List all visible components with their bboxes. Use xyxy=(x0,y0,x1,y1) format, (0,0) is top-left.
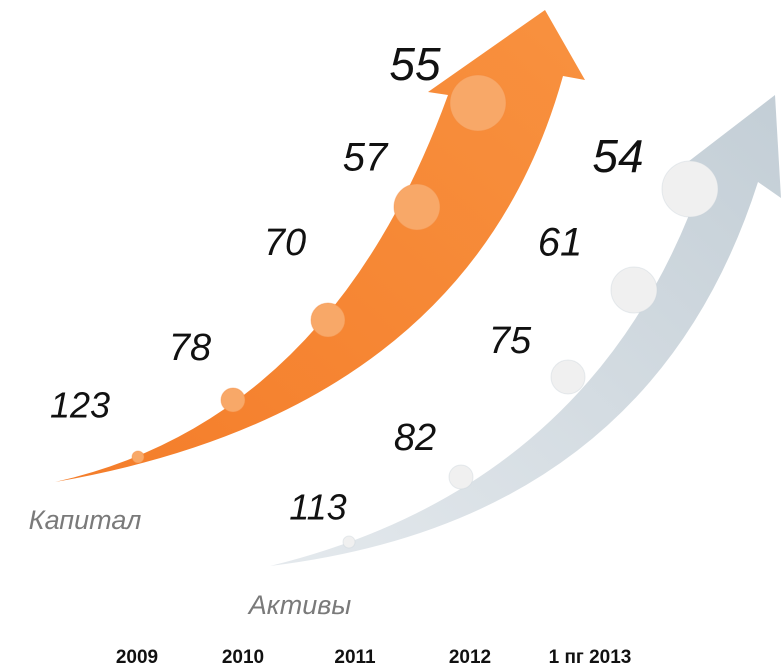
dot xyxy=(393,183,441,231)
dot xyxy=(449,74,507,132)
arrow xyxy=(55,10,585,482)
x-tick-label: 2012 xyxy=(449,647,491,668)
value-label: 123 xyxy=(50,385,110,426)
dot xyxy=(610,266,658,314)
x-tick-label: 2011 xyxy=(334,647,376,668)
value-label: 55 xyxy=(389,38,441,90)
series-name: Активы xyxy=(247,590,352,620)
dot xyxy=(550,359,586,395)
dot xyxy=(220,387,246,413)
value-label: 113 xyxy=(289,487,346,528)
x-tick-label: 2009 xyxy=(116,647,158,668)
value-label: 82 xyxy=(394,417,436,459)
dot xyxy=(131,450,145,464)
dot xyxy=(448,464,474,490)
value-label: 57 xyxy=(343,136,389,180)
value-label: 70 xyxy=(264,222,306,264)
dot xyxy=(342,535,356,549)
dot xyxy=(661,160,719,218)
value-label: 54 xyxy=(592,130,643,182)
value-label: 75 xyxy=(489,320,532,362)
value-label: 61 xyxy=(538,221,583,265)
x-tick-label: 1 пг 2013 xyxy=(549,647,632,668)
x-tick-label: 2010 xyxy=(222,647,264,668)
dot xyxy=(310,302,346,338)
value-label: 78 xyxy=(169,327,211,369)
arrow xyxy=(270,95,781,566)
series-name: Капитал xyxy=(29,505,142,535)
